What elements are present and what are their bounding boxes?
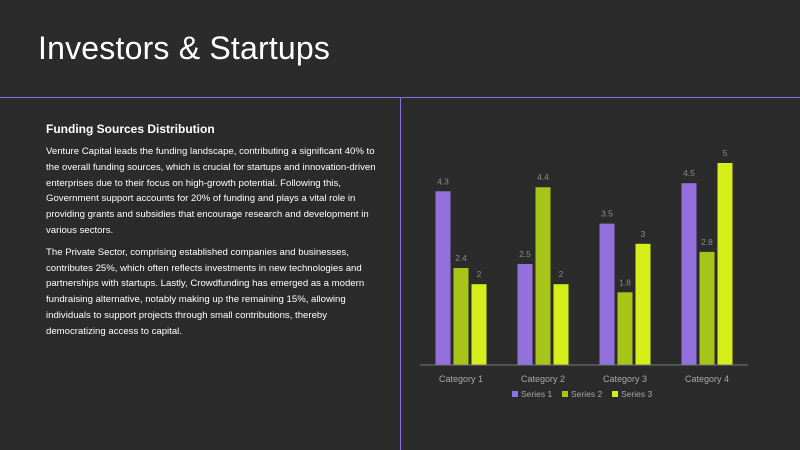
legend-swatch (562, 391, 568, 397)
data-label: 1.8 (619, 277, 631, 287)
data-label: 4.3 (437, 176, 449, 186)
category-label: Category 3 (603, 374, 647, 384)
legend-label: Series 1 (521, 389, 552, 399)
category-label: Category 2 (521, 374, 565, 384)
data-label: 2.8 (701, 237, 713, 247)
bar (553, 284, 569, 365)
bar (717, 163, 733, 365)
section-heading: Funding Sources Distribution (46, 122, 215, 136)
bar (471, 284, 487, 365)
bar (517, 264, 533, 365)
data-label: 5 (723, 148, 728, 158)
legend-swatch (512, 391, 518, 397)
bar (535, 187, 551, 365)
bar (635, 243, 651, 365)
data-label: 4.5 (683, 168, 695, 178)
column-divider (400, 97, 401, 450)
bar (453, 268, 469, 365)
data-label: 2 (559, 269, 564, 279)
slide-title: Investors & Startups (38, 30, 331, 66)
paragraph-1: Venture Capital leads the funding landsc… (46, 146, 376, 236)
legend-swatch (612, 391, 618, 397)
bar (435, 191, 451, 365)
legend-label: Series 3 (621, 389, 652, 399)
data-label: 2.5 (519, 249, 531, 259)
category-label: Category 1 (439, 374, 483, 384)
bar (617, 292, 633, 365)
data-label: 3.5 (601, 209, 613, 219)
data-label: 2 (477, 269, 482, 279)
data-label: 3 (641, 229, 646, 239)
bar (599, 223, 615, 365)
bar (681, 183, 697, 365)
data-label: 2.4 (455, 253, 467, 263)
data-label: 4.4 (537, 172, 549, 182)
category-label: Category 4 (685, 374, 729, 384)
legend-label: Series 2 (571, 389, 602, 399)
bar (699, 251, 715, 365)
text-panel: Funding Sources Distribution Venture Cap… (46, 122, 386, 346)
paragraph-2: The Private Sector, comprising establish… (46, 246, 365, 337)
